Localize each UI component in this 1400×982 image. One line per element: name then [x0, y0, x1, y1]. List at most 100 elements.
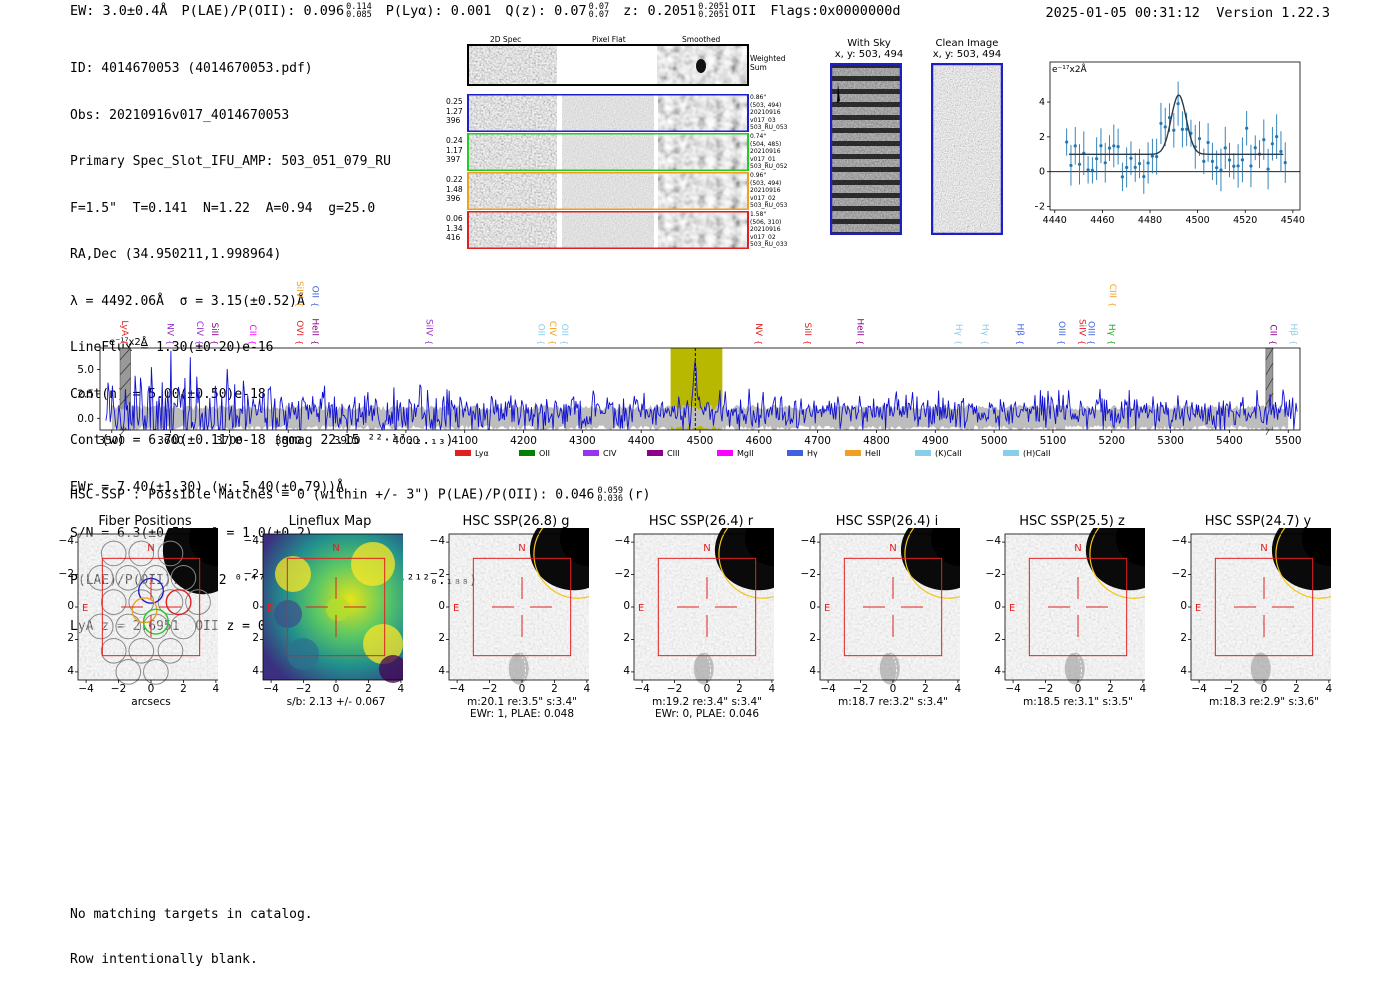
zoom-point [1223, 146, 1227, 150]
panel-caption-line1: arcsecs [131, 696, 171, 708]
panel-caption-line1: m:20.1 re:3.5" s:3.4" [467, 696, 577, 708]
zoom-point [1185, 127, 1189, 131]
plae-value: P(LAE)/P(OII): 0.096 0.114 0.085 [181, 2, 372, 20]
emission-line-name: CIV [547, 321, 557, 337]
emission-line-name: HeII [309, 318, 319, 336]
emission-line-name: CII [1268, 324, 1278, 336]
legend-swatch [845, 450, 861, 456]
fiber-meta: 0.86" (503, 494) 20210916 v017_03 503_RU_053 [750, 94, 787, 132]
emission-line-name: OIII [1085, 321, 1095, 336]
panel-ytick-label: −2 [800, 567, 816, 580]
panel-ytick-label: 0 [994, 600, 1001, 612]
fiber-meta-line: v017_02 [750, 194, 776, 202]
emission-line-label: HeII { [309, 318, 319, 345]
spec-xtick-label: 4800 [863, 435, 890, 447]
emission-line-name: NV [165, 323, 175, 337]
emission-line-brace: { [120, 340, 129, 345]
emission-line-label: SiIV { [294, 281, 304, 307]
aperture-box [843, 557, 943, 657]
zoom-point [1125, 165, 1129, 170]
panel-xtick-label: −2 [110, 683, 127, 695]
emission-line-brace: { [1108, 302, 1117, 307]
emission-line-brace: { [754, 340, 763, 345]
emission-line-name: SiII [209, 322, 219, 336]
zoom-gaussian-fit [1069, 94, 1284, 155]
emission-line-label: Hβ { [1015, 323, 1025, 345]
east-label: E [453, 603, 459, 614]
masked-band-hatch [1265, 377, 1274, 391]
fiber-cutout-strip [467, 94, 749, 132]
panel-ytick-label: 0 [252, 600, 259, 612]
emission-line-label: OII { [559, 324, 569, 346]
emission-line-label: CII { [247, 324, 257, 345]
clean-image-title: Clean Image x, y: 503, 494 [928, 38, 1006, 60]
panel-caption: m:19.2 re:3.4" s:3.4" EWr: 0, PLAE: 0.046 [624, 696, 790, 720]
zoom-point [1180, 127, 1184, 131]
legend-swatch [1003, 450, 1019, 456]
panel-ytick-label: 2 [1180, 632, 1187, 645]
east-label: E [824, 603, 830, 614]
panel-title: Fiber Positions [98, 514, 192, 529]
aperture-box [1214, 557, 1314, 657]
panel-xtick-label: 4 [397, 683, 405, 695]
panel-ytick-label: 2 [994, 632, 1001, 645]
panel-ytick-label: −4 [614, 535, 630, 548]
panel-ytick-label: −4 [429, 535, 445, 548]
zoom-point [1137, 162, 1142, 166]
emission-line-label: Hγ { [953, 324, 963, 345]
panel-ytick-label: −4 [243, 535, 259, 548]
candidate-ellipse [876, 651, 897, 688]
panel-title: HSC SSP(25.5) z [1019, 514, 1125, 529]
emission-line-name: NV [753, 323, 763, 337]
fiber-stat: 416 [446, 233, 461, 242]
zoom-point [1266, 167, 1270, 171]
panel-ytick-label: 4 [1180, 664, 1187, 677]
legend-swatch [717, 450, 733, 456]
fiber-circle [100, 637, 127, 664]
panel-xtick-label: −4 [449, 683, 465, 695]
east-label: E [82, 603, 88, 614]
panel-xtick-label: 2 [180, 683, 187, 695]
spec-xtick-label: 4300 [569, 435, 596, 447]
panel-ytick-label: −2 [985, 567, 1001, 580]
zoom-point [1155, 155, 1159, 159]
zoom-point [1206, 140, 1210, 145]
zoom-point [1150, 154, 1154, 158]
zoom-data-points [1065, 81, 1287, 194]
panel-ytick-label: −2 [1171, 567, 1187, 580]
zoom-point [1283, 161, 1287, 165]
north-label: N [332, 543, 339, 554]
panel-ytick-label: −4 [1171, 535, 1187, 548]
emission-line-name: Hγ [953, 324, 963, 337]
zoom-point [1120, 175, 1124, 179]
emission-line-name: SiII [802, 322, 812, 336]
legend-label: HeII [865, 449, 881, 458]
fiber-row-3: 0.22 1.48 396 0.96" (503, 494) 20210916 v017_0… [440, 172, 800, 210]
emission-line-name: CIII [1107, 284, 1117, 298]
panel-ytick-label: 2 [438, 632, 445, 645]
aperture-ellipse [533, 528, 589, 599]
fiber-stat: 0.25 [446, 97, 463, 106]
z-value: z: 0.2051 0.2051 0.2051 OII [623, 2, 757, 20]
emission-line-name: Hβ [1288, 323, 1298, 336]
emission-line-brace: { [1289, 340, 1298, 345]
spec-xtick-label: 4000 [393, 435, 420, 447]
panel-ytick-label: 2 [623, 632, 630, 645]
legend-label: Lyα [475, 449, 489, 458]
fiber-stat: 397 [446, 155, 461, 164]
panel-hsc-image: NE [631, 528, 774, 688]
emission-line-brace: { [1057, 340, 1066, 345]
panel-xtick-label: −2 [481, 683, 498, 695]
aperture-box [101, 557, 201, 657]
aperture-ellipse [904, 528, 960, 599]
emission-line-brace: { [210, 340, 219, 345]
galaxy-core [1115, 528, 1145, 567]
emission-line-label: OII { [309, 286, 319, 308]
faint-source [879, 652, 900, 685]
info-slot: Primary Spec_Slot_IFU_AMP: 503_051_079_R… [70, 154, 391, 169]
zoom-point [1133, 165, 1137, 169]
zoom-ytick-label: 0 [1039, 167, 1045, 178]
zoom-point [1236, 164, 1240, 168]
timestamp-version: 2025-01-05 00:31:12 Version 1.22.3 [1046, 5, 1331, 21]
clean-image [931, 63, 1003, 235]
